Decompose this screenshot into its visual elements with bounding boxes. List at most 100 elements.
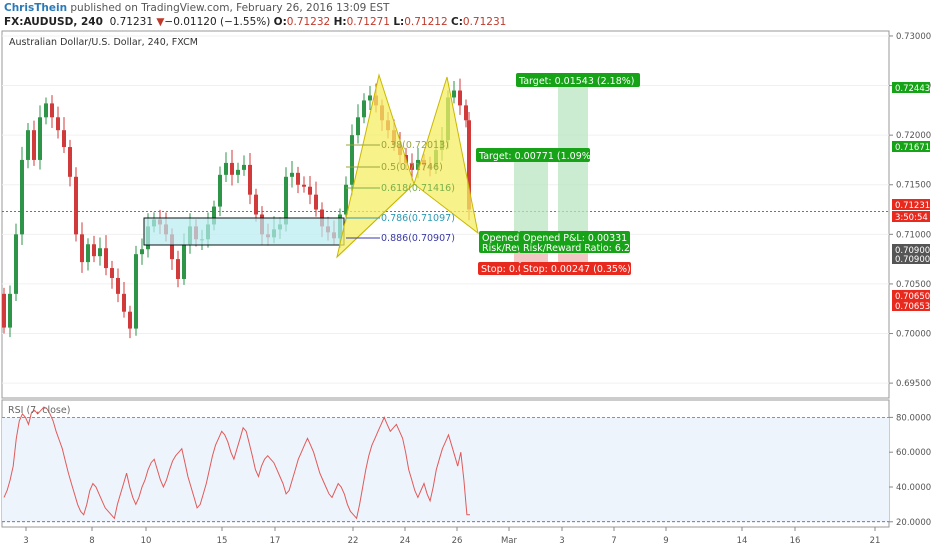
down-arrow-icon: ▼ [156,16,165,28]
rsi-y-tick-label: 80.0000 [896,413,931,423]
target-label-2-bg[interactable] [516,73,640,87]
fib-level-label: 0.886(0.70907) [381,233,455,244]
candle-body [248,164,252,195]
price-marker-label: 3:50:54 [895,213,928,223]
candle-body [236,169,240,175]
stop-short-label: Stop: 0.0 [481,264,524,275]
rsi-label: RSI (7, close) [8,405,70,416]
price-marker [892,253,930,264]
stop-label-bg[interactable] [520,262,631,275]
candle-body [62,130,66,148]
y-tick-label: 0.70000 [896,330,931,340]
price-marker [892,211,930,222]
rsi-line [3,406,470,520]
candle-body [140,249,144,255]
price-marker-label: 0.70653 [895,302,930,312]
x-tick-label: 16 [790,536,801,546]
candle-body [104,248,108,269]
candle-body [134,254,138,329]
rr-label: Risk/Reward Ratio: 6.25 [523,243,636,254]
candle-body [464,105,468,121]
candle-body [32,130,36,160]
candle-body [110,268,114,278]
candle-body [20,159,24,235]
target-zone-1[interactable] [514,155,548,235]
symbol-label[interactable]: FX:AUDUSD, 240 [4,16,103,28]
low-value: 0.71212 [404,16,448,28]
y-tick-label: 0.72000 [896,131,931,141]
last-price: 0.71231 [109,16,153,28]
rsi-y-tick-label: 60.0000 [896,448,931,458]
candle-body [416,159,420,170]
candle-body [242,164,246,170]
x-tick-label: 3 [23,536,28,546]
y-tick-label: 0.69500 [896,379,931,389]
candle-body [26,130,30,160]
price-marker-label: 0.70650 [895,292,930,302]
harmonic-triangle-right[interactable] [413,76,479,235]
candle-body [44,103,48,118]
open-label: O: [273,16,287,28]
opened-short-label: Opened [482,233,519,244]
candle-body [452,90,456,98]
fib-level-label: 0.618(0.71416) [381,183,455,194]
rsi-y-tick-label: 40.0000 [896,483,931,493]
candle-body [284,176,288,225]
candle-body [182,244,186,279]
candle-body [314,194,318,210]
candle-body [218,174,222,207]
support-zone[interactable] [143,217,345,246]
candle-body [86,244,90,263]
price-marker [892,199,930,210]
x-tick-label: 3 [559,536,564,546]
y-tick-label: 0.70500 [896,280,931,290]
opened-short-box-bg[interactable] [479,231,519,253]
candle-body [116,277,120,294]
price-marker [892,141,930,152]
candle-body [344,184,348,215]
target-label-1: Target: 0.00771 (1.09%) [478,151,595,162]
high-value: 0.71271 [346,16,390,28]
candle-body [176,259,180,279]
stop-short-label-bg[interactable] [478,262,520,275]
candle-body [68,147,72,177]
chart-header: ChrisThein published on TradingView.com,… [0,0,932,30]
y-tick-label: 0.73000 [896,32,931,42]
x-tick-label: 8 [89,536,94,546]
open-value: 0.71232 [286,16,331,28]
ohlc-line: FX:AUDUSD, 240 0.71231 ▼−0.01120 (−1.55%… [4,16,506,28]
candle-body [14,234,18,294]
publish-line: ChrisThein published on TradingView.com,… [4,2,389,14]
candle-body [74,176,78,235]
author-link[interactable]: ChrisThein [4,2,68,14]
fib-level-label: 0.786(0.71097) [381,213,455,224]
price-marker [892,300,930,311]
price-marker-label: 0.71671 [895,143,930,153]
candle-body [410,162,414,170]
x-tick-label: 10 [141,536,152,546]
candle-body [122,293,126,312]
x-tick-label: 26 [452,536,463,546]
rsi-band [2,417,889,522]
x-tick-label: 24 [400,536,411,546]
candle-body [80,234,84,263]
candle-body [350,135,354,185]
x-tick-label: 14 [737,536,748,546]
fib-level-label: 0.5(0.71746) [381,162,443,173]
price-marker-label: 0.72443 [895,84,930,94]
candle-body [170,234,174,260]
candle-body [302,184,306,187]
x-tick-label: 22 [348,536,359,546]
opened-box-bg[interactable] [519,231,630,253]
chart-title: Australian Dollar/U.S. Dollar, 240, FXCM [9,37,198,48]
y-tick-label: 0.71500 [896,181,931,191]
stop-label: Stop: 0.00247 (0.35%) [523,264,631,275]
candle-body [254,194,258,215]
price-marker [892,290,930,301]
price-marker-label: 0.70900 [895,246,930,256]
candle-body [230,162,234,175]
target-label-1-bg[interactable] [476,148,590,162]
candle-body [50,103,54,118]
target-label-2: Target: 0.01543 (2.18%) [518,76,635,87]
